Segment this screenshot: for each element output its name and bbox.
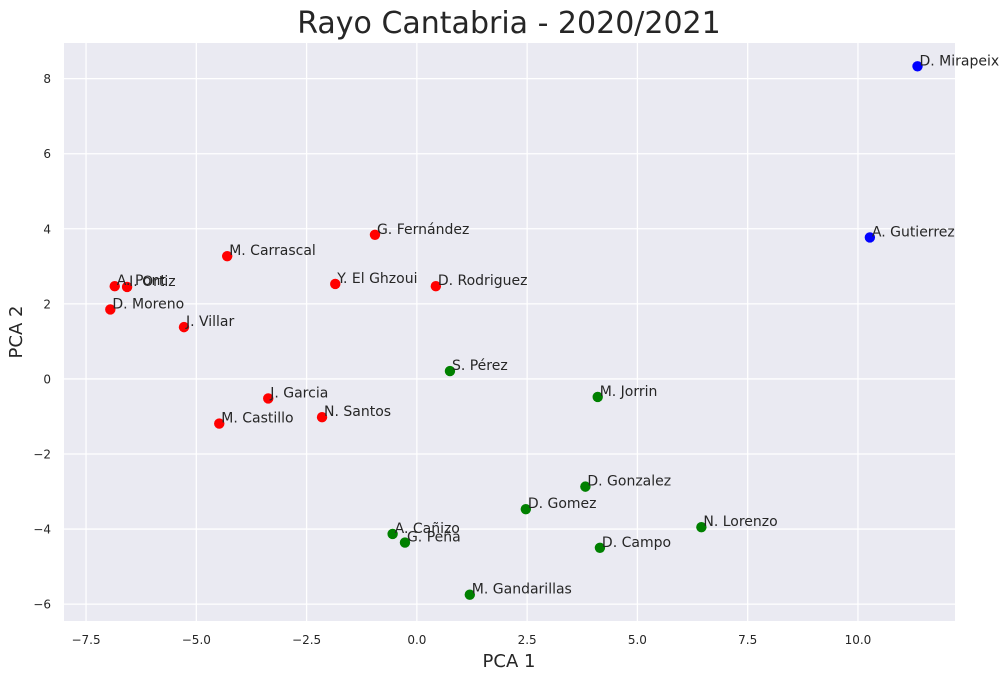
grid-lines <box>64 43 955 621</box>
point-label: D. Rodriguez <box>438 273 528 289</box>
point-label: M. Jorrin <box>600 384 658 400</box>
x-tick-label: 2.5 <box>518 633 537 647</box>
data-point <box>430 281 442 292</box>
point-label: M. Carrascal <box>229 243 316 259</box>
data-point <box>444 365 456 377</box>
data-point <box>399 537 411 548</box>
x-tick-label: −2.5 <box>292 633 321 647</box>
x-tick-label: −5.0 <box>182 633 211 647</box>
data-point <box>178 321 190 333</box>
point-label: M. Castillo <box>221 411 293 427</box>
point-label: J. Villar <box>185 314 235 330</box>
data-point <box>594 542 606 554</box>
data-point <box>214 418 225 429</box>
point-label: D. Mirapeix <box>920 53 1000 69</box>
data-point <box>580 481 591 492</box>
y-tick-label: 2 <box>43 297 51 311</box>
y-tick-label: 0 <box>43 372 51 386</box>
data-point <box>387 528 398 540</box>
point-label: I. Ortiz <box>129 274 176 290</box>
data-point <box>912 61 923 72</box>
plot-area <box>64 43 955 621</box>
y-tick-label: 6 <box>43 147 51 161</box>
data-point <box>109 281 120 292</box>
data-point <box>696 521 707 533</box>
y-tick-label: −4 <box>33 523 51 537</box>
y-axis-ticks: −6 −4 −2 0 2 4 6 8 <box>33 72 51 611</box>
point-label: J. Garcia <box>269 385 328 401</box>
data-points <box>105 61 923 600</box>
point-label: G. Peña <box>407 530 461 546</box>
point-label: S. Pérez <box>452 358 508 374</box>
point-label: A. Gutierrez <box>872 224 955 240</box>
point-label: G. Fernández <box>377 222 469 238</box>
point-label: Y. El Ghzoui <box>336 271 417 287</box>
point-label: D. Campo <box>602 535 671 551</box>
point-label: N. Lorenzo <box>703 514 777 530</box>
y-tick-label: 4 <box>43 222 51 236</box>
point-label: A. Cañizo <box>395 521 460 537</box>
data-point <box>222 250 233 262</box>
x-axis-ticks: −7.5 −5.0 −2.5 0.0 2.5 5.0 7.5 10.0 <box>71 633 871 647</box>
data-point <box>520 503 532 515</box>
point-label: D. Gomez <box>528 496 597 512</box>
data-point <box>864 232 876 243</box>
data-point <box>464 589 476 600</box>
x-tick-label: 7.5 <box>738 633 757 647</box>
point-label: D. Gonzalez <box>587 474 671 490</box>
point-label: M. Gandarillas <box>472 582 572 598</box>
y-tick-label: 8 <box>43 72 51 86</box>
data-point <box>330 278 341 290</box>
y-tick-label: −2 <box>33 447 51 461</box>
data-point <box>121 281 133 293</box>
data-point <box>592 391 603 403</box>
x-tick-label: 5.0 <box>628 633 647 647</box>
point-label: N. Santos <box>324 404 391 420</box>
point-labels: D. Mirapeix A. Gutierrez G. Fernández M. Ca… <box>112 53 999 597</box>
point-label: D. Moreno <box>112 296 184 312</box>
data-point <box>105 304 116 315</box>
x-tick-label: 0.0 <box>407 633 426 647</box>
point-label: A. Pont <box>117 273 167 289</box>
data-point <box>263 393 274 404</box>
data-point <box>316 411 328 423</box>
y-tick-label: −6 <box>33 598 51 612</box>
chart-title: Rayo Cantabria - 2020/2021 <box>297 6 721 41</box>
x-tick-label: 10.0 <box>845 633 872 647</box>
x-axis-label: PCA 1 <box>483 651 536 672</box>
x-tick-label: −7.5 <box>71 633 100 647</box>
y-axis-label: PCA 2 <box>6 306 27 359</box>
data-point <box>369 229 381 240</box>
